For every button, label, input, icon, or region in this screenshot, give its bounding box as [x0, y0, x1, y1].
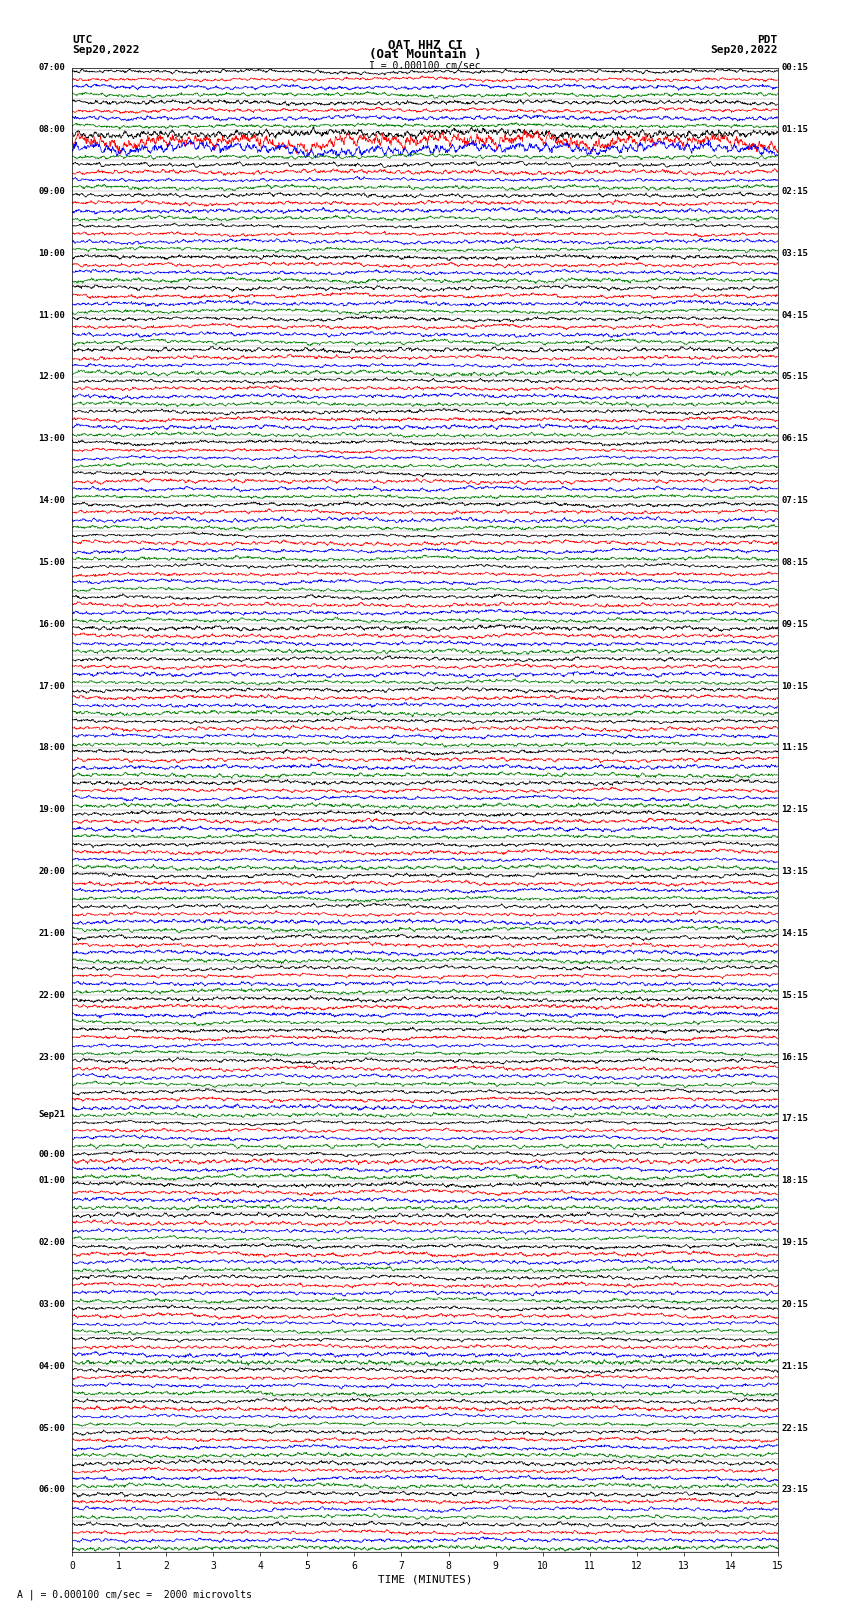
- Text: UTC: UTC: [72, 35, 93, 45]
- Text: 00:00: 00:00: [38, 1150, 65, 1158]
- Text: 15:00: 15:00: [38, 558, 65, 566]
- Text: I = 0.000100 cm/sec: I = 0.000100 cm/sec: [369, 61, 481, 71]
- Text: Sep21: Sep21: [38, 1110, 65, 1119]
- Text: 11:00: 11:00: [38, 311, 65, 319]
- Text: 05:15: 05:15: [781, 373, 808, 381]
- Text: 07:00: 07:00: [38, 63, 65, 73]
- Text: 11:15: 11:15: [781, 744, 808, 752]
- Text: 03:00: 03:00: [38, 1300, 65, 1308]
- Text: 08:15: 08:15: [781, 558, 808, 566]
- X-axis label: TIME (MINUTES): TIME (MINUTES): [377, 1574, 473, 1586]
- Text: 14:15: 14:15: [781, 929, 808, 937]
- Text: 12:15: 12:15: [781, 805, 808, 815]
- Text: 14:00: 14:00: [38, 497, 65, 505]
- Text: 19:00: 19:00: [38, 805, 65, 815]
- Text: 18:00: 18:00: [38, 744, 65, 752]
- Text: PDT: PDT: [757, 35, 778, 45]
- Text: 05:00: 05:00: [38, 1424, 65, 1432]
- Text: (Oat Mountain ): (Oat Mountain ): [369, 48, 481, 61]
- Text: 09:00: 09:00: [38, 187, 65, 195]
- Text: 07:15: 07:15: [781, 497, 808, 505]
- Text: 17:15: 17:15: [781, 1115, 808, 1123]
- Text: 19:15: 19:15: [781, 1239, 808, 1247]
- Text: 02:00: 02:00: [38, 1239, 65, 1247]
- Text: 20:00: 20:00: [38, 868, 65, 876]
- Text: 09:15: 09:15: [781, 619, 808, 629]
- Text: OAT HHZ CI: OAT HHZ CI: [388, 39, 462, 52]
- Text: 16:15: 16:15: [781, 1053, 808, 1061]
- Text: 10:15: 10:15: [781, 682, 808, 690]
- Text: 04:00: 04:00: [38, 1361, 65, 1371]
- Text: 08:00: 08:00: [38, 126, 65, 134]
- Text: 18:15: 18:15: [781, 1176, 808, 1186]
- Text: 10:00: 10:00: [38, 248, 65, 258]
- Text: A | = 0.000100 cm/sec =  2000 microvolts: A | = 0.000100 cm/sec = 2000 microvolts: [17, 1589, 252, 1600]
- Text: 22:00: 22:00: [38, 990, 65, 1000]
- Text: 15:15: 15:15: [781, 990, 808, 1000]
- Text: 06:15: 06:15: [781, 434, 808, 444]
- Text: 13:15: 13:15: [781, 868, 808, 876]
- Text: 01:15: 01:15: [781, 126, 808, 134]
- Text: 00:15: 00:15: [781, 63, 808, 73]
- Text: Sep20,2022: Sep20,2022: [711, 45, 778, 55]
- Text: 21:15: 21:15: [781, 1361, 808, 1371]
- Text: 17:00: 17:00: [38, 682, 65, 690]
- Text: 20:15: 20:15: [781, 1300, 808, 1308]
- Text: 21:00: 21:00: [38, 929, 65, 937]
- Text: 01:00: 01:00: [38, 1176, 65, 1186]
- Text: 12:00: 12:00: [38, 373, 65, 381]
- Text: 23:15: 23:15: [781, 1486, 808, 1494]
- Text: 23:00: 23:00: [38, 1053, 65, 1061]
- Text: 13:00: 13:00: [38, 434, 65, 444]
- Text: 06:00: 06:00: [38, 1486, 65, 1494]
- Text: Sep20,2022: Sep20,2022: [72, 45, 139, 55]
- Text: 22:15: 22:15: [781, 1424, 808, 1432]
- Text: 16:00: 16:00: [38, 619, 65, 629]
- Text: 02:15: 02:15: [781, 187, 808, 195]
- Text: 03:15: 03:15: [781, 248, 808, 258]
- Text: 04:15: 04:15: [781, 311, 808, 319]
